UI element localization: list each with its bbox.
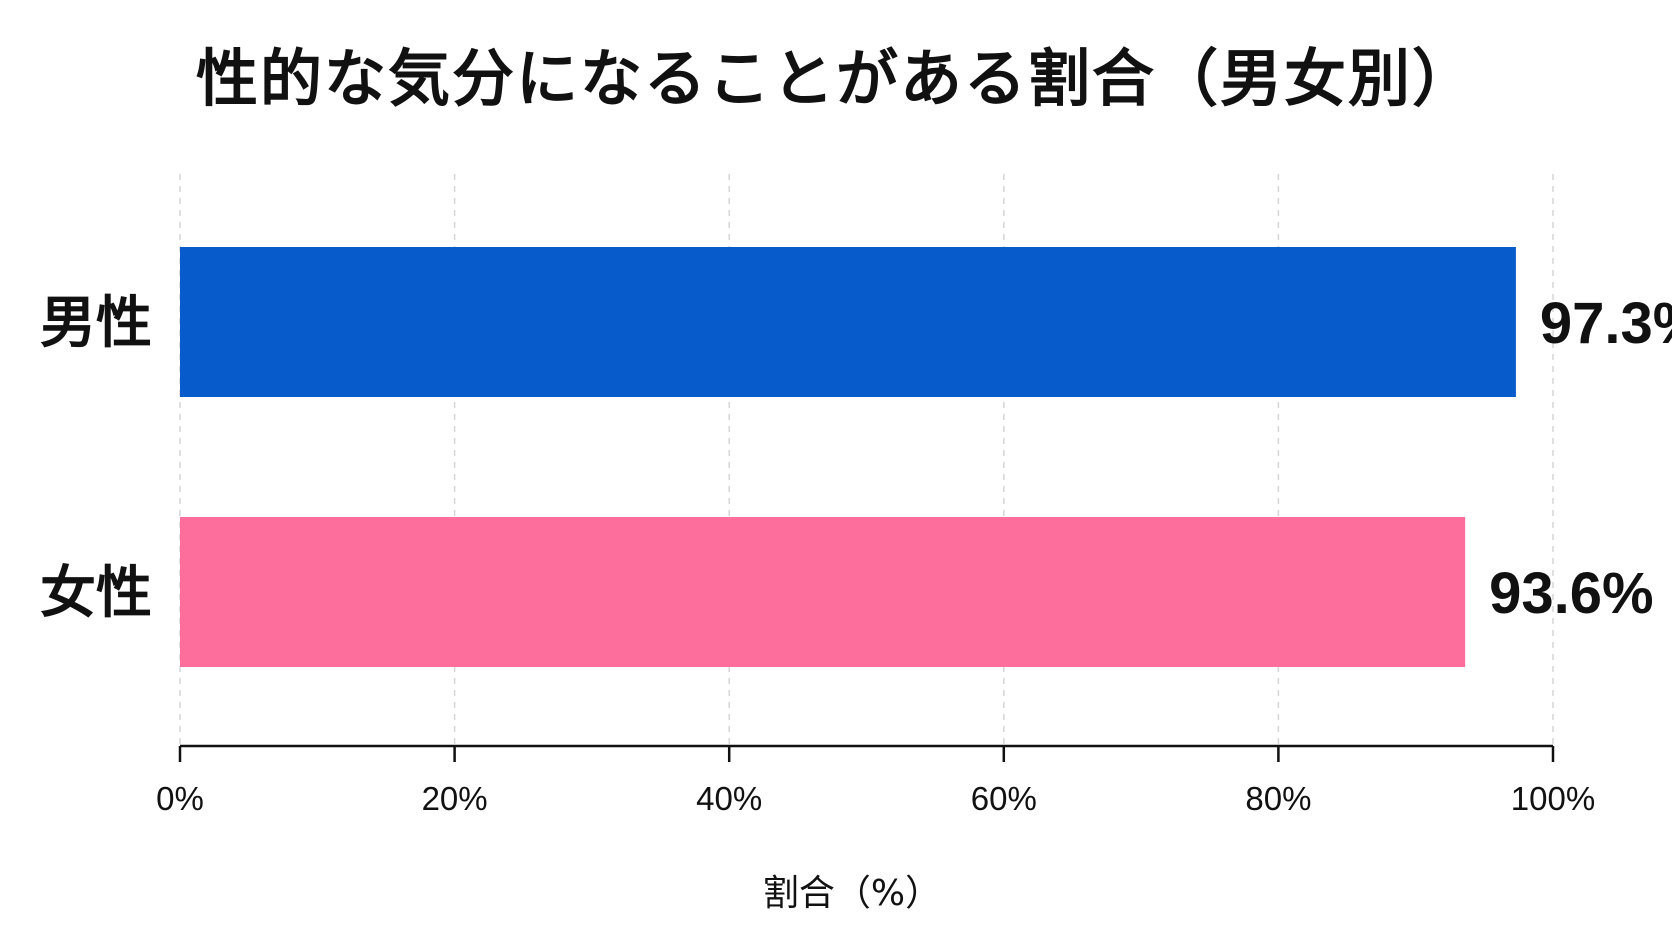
category-label: 女性 — [40, 561, 152, 626]
bar-1 — [180, 517, 1466, 667]
x-tick-label: 0% — [156, 780, 204, 817]
bar-0 — [180, 247, 1516, 397]
x-tick-label: 40% — [696, 780, 762, 817]
value-label: 97.3% — [1540, 291, 1672, 356]
category-label: 男性 — [40, 291, 152, 356]
value-label: 93.6% — [1489, 561, 1653, 626]
chart-title: 性的な気分になることがある割合（男女別） — [195, 42, 1476, 115]
x-tick-label: 80% — [1245, 780, 1311, 817]
x-tick-label: 20% — [422, 780, 488, 817]
x-axis-title: 割合（%） — [763, 873, 941, 914]
x-tick-label: 60% — [971, 780, 1037, 817]
x-axis: 0% 20% 40% 60% 80% 100% — [156, 744, 1595, 817]
x-tick-label: 100% — [1511, 780, 1595, 817]
bars — [180, 247, 1516, 667]
labels: 男性 97.3% 女性 93.6% — [40, 291, 1672, 626]
